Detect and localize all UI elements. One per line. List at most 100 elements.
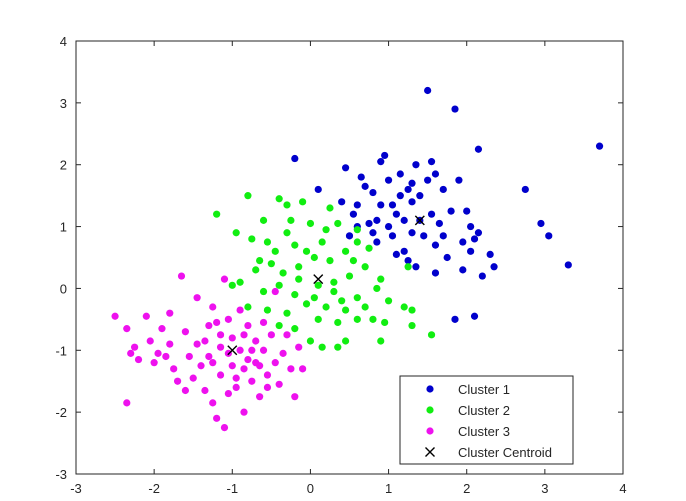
data-point	[392, 210, 400, 218]
data-point	[283, 309, 291, 317]
x-tick-label: 2	[463, 481, 470, 496]
data-point	[341, 306, 350, 314]
data-point	[431, 269, 440, 277]
data-point	[424, 176, 432, 184]
data-point	[302, 247, 311, 255]
data-point	[537, 219, 545, 228]
data-point	[338, 297, 346, 305]
data-point	[306, 219, 315, 228]
data-point	[369, 188, 377, 197]
data-point	[220, 424, 229, 432]
legend-marker	[426, 406, 434, 414]
data-point	[377, 337, 385, 345]
y-tick-label: -2	[55, 405, 67, 420]
data-point	[267, 260, 275, 268]
data-point	[373, 238, 381, 246]
data-point	[373, 284, 381, 293]
data-point	[521, 185, 529, 194]
data-point	[306, 337, 315, 345]
data-point	[381, 151, 389, 160]
data-point	[295, 263, 303, 271]
data-point	[216, 343, 225, 351]
data-point	[486, 250, 494, 259]
data-point	[236, 278, 244, 286]
data-point	[365, 219, 373, 228]
data-point	[455, 176, 463, 184]
data-point	[158, 325, 166, 333]
centroid-marker	[227, 345, 238, 356]
y-tick-label: 1	[60, 220, 67, 235]
data-point	[381, 318, 389, 327]
data-point	[291, 154, 299, 163]
x-tick-label: 4	[619, 481, 626, 496]
data-point	[314, 185, 322, 194]
data-point	[177, 272, 186, 280]
data-point	[427, 210, 436, 218]
data-point	[404, 263, 412, 271]
data-point	[400, 247, 408, 255]
data-point	[400, 216, 408, 224]
data-point	[439, 185, 447, 194]
data-point	[201, 337, 209, 345]
data-point	[209, 399, 217, 407]
data-point	[267, 331, 275, 339]
data-point	[111, 312, 119, 320]
data-point	[451, 105, 459, 113]
data-point	[373, 216, 381, 224]
data-point	[279, 269, 287, 277]
x-tick-label: -3	[70, 481, 82, 496]
x-tick-label: 0	[307, 481, 314, 496]
axes-box	[75, 40, 624, 475]
data-point	[357, 173, 365, 181]
data-point	[384, 222, 393, 231]
centroid-marker	[313, 274, 324, 285]
data-point	[470, 312, 479, 320]
data-point	[166, 309, 174, 317]
data-point	[564, 261, 572, 269]
data-point	[271, 359, 279, 367]
data-point	[213, 414, 221, 422]
data-point	[259, 318, 268, 327]
data-point	[377, 201, 385, 209]
axes: -3 -2 -1 0 1 2 3 4 -3 -2 -1 0 1 2 3 4	[55, 34, 626, 496]
data-point	[369, 315, 377, 323]
data-point	[271, 287, 279, 296]
data-point	[451, 315, 459, 323]
data-point	[263, 238, 272, 246]
data-point	[209, 359, 217, 367]
legend-label: Cluster 1	[458, 382, 510, 397]
data-point	[287, 216, 295, 224]
legend-label: Cluster 2	[458, 403, 510, 418]
data-point	[424, 86, 432, 95]
data-point	[404, 185, 412, 194]
data-point	[146, 337, 154, 345]
data-point	[353, 226, 361, 234]
x-tick-label: 1	[385, 481, 392, 496]
data-point	[275, 380, 283, 388]
data-point	[361, 182, 369, 190]
data-point	[310, 294, 318, 302]
data-point	[291, 241, 299, 249]
data-point	[209, 303, 217, 311]
data-point	[248, 235, 256, 243]
data-point	[330, 287, 338, 296]
series-4	[227, 215, 425, 356]
data-point	[259, 346, 268, 354]
data-point	[213, 318, 221, 327]
y-tick-label: 4	[60, 34, 67, 49]
data-point	[330, 278, 338, 286]
data-point	[189, 374, 197, 382]
data-point	[252, 266, 260, 274]
data-point	[123, 325, 131, 333]
y-tick-label: 3	[60, 96, 67, 111]
data-point	[404, 256, 412, 265]
data-point	[334, 219, 342, 228]
data-points	[111, 86, 604, 432]
data-point	[275, 195, 283, 203]
data-point	[463, 207, 471, 215]
data-point	[349, 256, 358, 265]
data-point	[252, 337, 260, 345]
data-point	[193, 340, 201, 348]
data-point	[388, 201, 397, 209]
data-point	[338, 198, 346, 206]
